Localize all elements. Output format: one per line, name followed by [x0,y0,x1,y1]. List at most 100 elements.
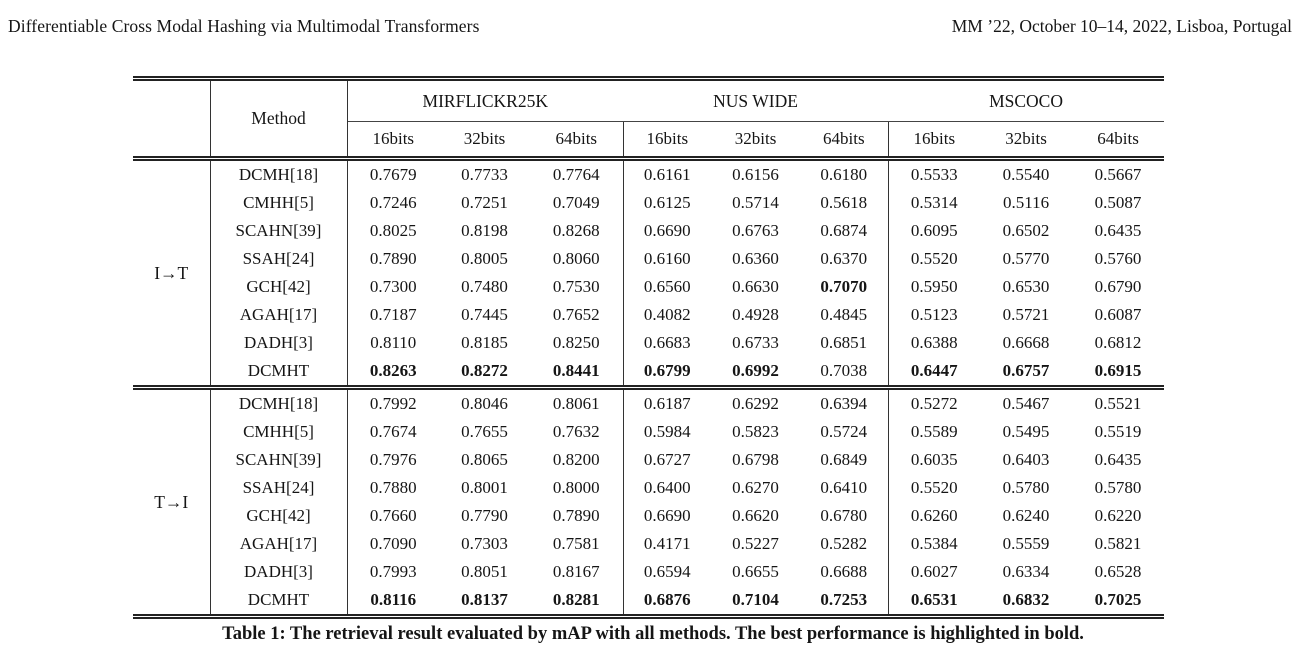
map-value-cell: 0.6502 [1002,221,1050,240]
corner-cell [133,78,211,159]
map-value-cell: 0.5724 [820,422,868,441]
bits-header: 32bits [734,129,777,148]
map-value-cell: 0.5533 [887,158,981,189]
map-value-cell: 0.5087 [1094,193,1142,212]
table-row: DADH[3] 0.7993 0.8051 0.8167 0.6594 0.6655 0.6… [133,558,1164,586]
map-value-cell: 0.6876 [622,586,712,617]
map-value-cell: 0.6688 [820,562,868,581]
table-row: SCAHN[39] 0.8025 0.8198 0.8268 0.6690 0.6763 0… [133,217,1164,245]
map-value-cell: 0.7790 [461,506,508,525]
map-value-cell: 0.5667 [1094,165,1142,184]
map-value-cell: 0.6799 [622,357,712,388]
map-value-cell: 0.6220 [1094,506,1142,525]
map-value-cell: 0.7660 [369,506,417,525]
map-value-cell: 0.7992 [369,394,417,413]
table-header: Method MIRFLICKR25K NUS WIDE MSCOCO 16bi… [133,78,1165,159]
map-value-cell: 0.6620 [732,506,779,525]
table-row: AGAH[17] 0.7187 0.7445 0.7652 0.4082 0.4928 0.… [133,301,1164,329]
map-value-cell: 0.6992 [732,361,779,380]
bits-header: 16bits [622,121,712,159]
map-value-cell: 0.7632 [552,422,600,441]
map-value-cell: 0.6832 [1002,590,1050,609]
map-value-cell: 0.6851 [820,333,868,352]
map-value-cell: 0.7303 [461,534,508,553]
map-value-cell: 0.6360 [732,249,779,268]
map-value-cell: 0.6560 [622,273,712,301]
map-value-cell: 0.6780 [820,506,868,525]
map-value-cell: 0.6530 [1002,277,1050,296]
map-value-cell: 0.5780 [1094,478,1142,497]
map-value-cell: 0.6260 [887,502,981,530]
bits-header: 32bits [463,129,506,148]
map-value-cell: 0.7890 [369,249,417,268]
map-value-cell: 0.5589 [887,418,981,446]
map-value-cell: 0.6435 [1094,450,1142,469]
map-value-cell: 0.6798 [732,450,779,469]
map-value-cell: 0.6790 [1094,277,1142,296]
map-value-cell: 0.5495 [1002,422,1050,441]
bits-header: 16bits [887,121,981,159]
table-row: I→T DCMH[18] 0.7679 0.7733 0.7764 0.6161 0.615… [133,158,1164,388]
map-value-cell: 0.7445 [461,305,508,324]
table-row: SSAH[24] 0.7880 0.8001 0.8000 0.6400 0.6270 0.… [133,474,1164,502]
map-value-cell: 0.8000 [552,478,600,497]
map-value-cell: 0.6370 [820,249,868,268]
map-value-cell: 0.5384 [887,530,981,558]
table-row: SCAHN[39] 0.7976 0.8065 0.8200 0.6727 0.6798 0… [133,446,1164,474]
map-value-cell: 0.5559 [1002,534,1050,553]
map-value-cell: 0.4845 [820,305,868,324]
map-value-cell: 0.7090 [369,534,417,553]
map-value-cell: 0.5272 [887,387,981,418]
table-row: AGAH[17] 0.7090 0.7303 0.7581 0.4171 0.5227 0.… [133,530,1164,558]
map-value-cell: 0.8060 [552,249,600,268]
map-value-cell: 0.7679 [369,165,417,184]
table-row: CMHH[5] 0.7674 0.7655 0.7632 0.5984 0.5823 0.5… [133,418,1164,446]
map-value-cell: 0.5227 [732,534,779,553]
map-value-cell: 0.8065 [461,450,508,469]
map-value-cell: 0.8281 [552,590,600,609]
bits-header: 16bits [372,129,415,148]
group-body-i2t: I→T DCMH[18] 0.7679 0.7733 0.7764 0.6161 0.615… [133,158,1165,388]
map-value-cell: 0.5780 [1002,478,1050,497]
method-cell: DADH[3] [210,558,348,586]
page-header: Differentiable Cross Modal Hashing via M… [0,14,1306,38]
table-row: CMHH[5] 0.7246 0.7251 0.7049 0.6125 0.5714 0.5… [133,189,1164,217]
map-value-cell: 0.5116 [1002,193,1050,212]
method-cell: SCAHN[39] [210,446,348,474]
map-value-cell: 0.6447 [887,357,981,388]
map-value-cell: 0.5721 [1002,305,1050,324]
map-value-cell: 0.8185 [461,333,508,352]
method-cell: GCH[42] [210,502,348,530]
map-value-cell: 0.8025 [369,221,417,240]
map-value-cell: 0.8198 [461,221,508,240]
map-value-cell: 0.6240 [1002,506,1050,525]
map-value-cell: 0.6156 [732,165,779,184]
map-value-cell: 0.6334 [1002,562,1050,581]
map-value-cell: 0.7049 [552,193,600,212]
map-value-cell: 0.5519 [1094,422,1142,441]
map-value-cell: 0.6095 [887,217,981,245]
method-cell: AGAH[17] [210,301,348,329]
map-value-cell: 0.6125 [622,189,712,217]
direction-label: I→T [133,158,211,388]
map-value-cell: 0.8441 [552,361,600,380]
method-cell: CMHH[5] [210,189,348,217]
map-value-cell: 0.5520 [887,245,981,273]
table-row: T→I DCMH[18] 0.7992 0.8046 0.8061 0.6187 0.629… [133,387,1164,617]
map-value-cell: 0.6630 [732,277,779,296]
map-value-cell: 0.7251 [461,193,508,212]
method-cell: DCMHT [210,357,348,388]
map-value-cell: 0.8137 [461,590,508,609]
map-value-cell: 0.6655 [732,562,779,581]
method-cell: CMHH[5] [210,418,348,446]
results-table-wrap: Method MIRFLICKR25K NUS WIDE MSCOCO 16bi… [133,76,1165,619]
map-value-cell: 0.5282 [820,534,868,553]
map-value-cell: 0.5618 [820,193,868,212]
map-value-cell: 0.5823 [732,422,779,441]
map-value-cell: 0.8167 [552,562,600,581]
method-cell: SSAH[24] [210,245,348,273]
map-value-cell: 0.6763 [732,221,779,240]
results-table: Method MIRFLICKR25K NUS WIDE MSCOCO 16bi… [133,76,1165,619]
table-row: GCH[42] 0.7660 0.7790 0.7890 0.6690 0.6620 0.6… [133,502,1164,530]
map-value-cell: 0.7674 [369,422,417,441]
